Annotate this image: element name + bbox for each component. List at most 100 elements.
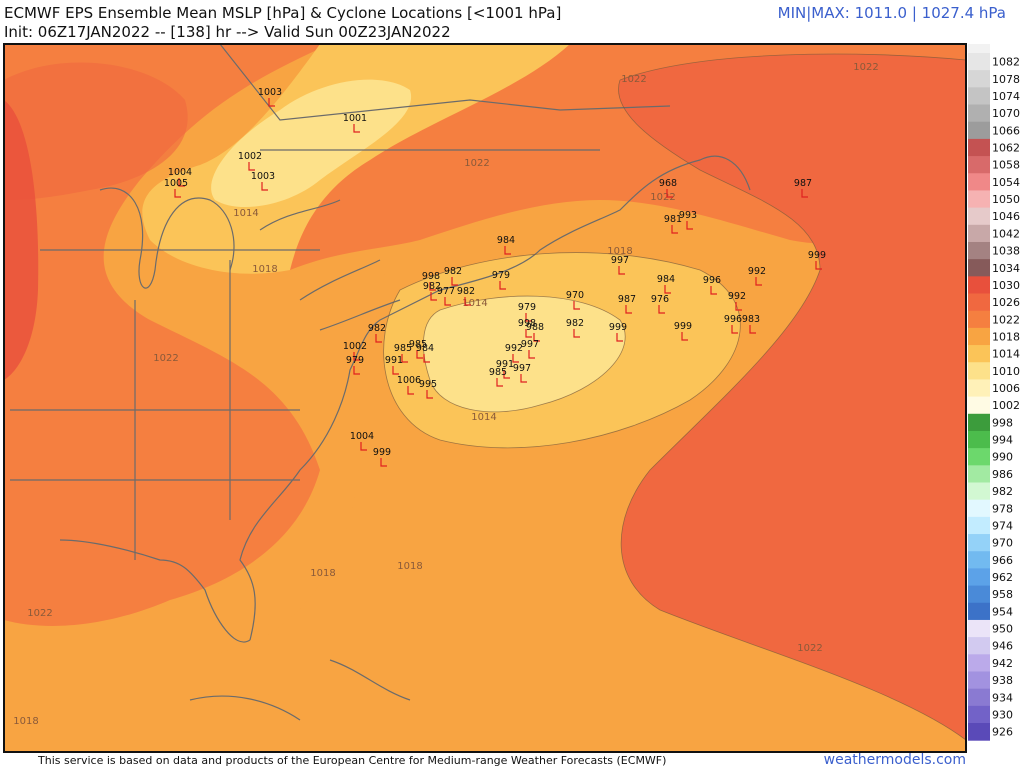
colorbar-swatch xyxy=(968,310,990,329)
colorbar-label: 1018 xyxy=(992,330,1020,343)
cyclone-marker xyxy=(731,325,738,334)
colorbar-label: 1026 xyxy=(992,296,1020,309)
colorbar-swatch xyxy=(968,448,990,466)
cyclone-marker xyxy=(261,182,268,191)
colorbar-swatch xyxy=(968,87,990,106)
contour-label: 1022 xyxy=(153,353,178,364)
colorbar-label: 1038 xyxy=(992,245,1020,258)
cyclone-pressure: 968 xyxy=(659,178,677,189)
colorbar-swatch xyxy=(968,723,990,741)
map-field xyxy=(4,44,966,752)
colorbar-label: 1062 xyxy=(992,141,1020,154)
colorbar-swatch xyxy=(968,430,990,449)
cyclone-marker xyxy=(429,282,436,291)
colorbar-label: 962 xyxy=(992,571,1013,584)
contour-label: 1022 xyxy=(464,158,489,169)
cyclone-pressure: 995 xyxy=(419,379,437,390)
cyclone-pressure: 985 xyxy=(394,343,412,354)
colorbar-swatch xyxy=(968,619,990,638)
cyclone-marker xyxy=(533,333,540,342)
cyclone-marker xyxy=(664,285,671,294)
cyclone-pressure: 982 xyxy=(566,318,584,329)
cyclone-pressure: 984 xyxy=(497,235,515,246)
cyclone-marker xyxy=(380,458,387,467)
cyclone-marker xyxy=(430,292,437,301)
colorbar-label: 926 xyxy=(992,726,1013,739)
cyclone-pressure: 999 xyxy=(674,321,692,332)
cyclone-marker xyxy=(423,354,430,363)
cyclone-pressure: 988 xyxy=(526,322,544,333)
colorbar-label: 942 xyxy=(992,657,1013,670)
field-1010-low xyxy=(423,296,626,412)
colorbar-swatch xyxy=(968,362,990,380)
colorbar-label: 1050 xyxy=(992,193,1020,206)
colorbar-swatch xyxy=(968,602,990,621)
min-max: MIN|MAX: 1011.0 | 1027.4 hPa xyxy=(778,4,1006,22)
colorbar-label: 1002 xyxy=(992,399,1020,412)
coastlines xyxy=(10,44,751,721)
cyclone-marker xyxy=(174,189,181,198)
cyclone-marker xyxy=(503,370,510,379)
isobars xyxy=(383,53,966,741)
cyclone-pressure: 981 xyxy=(664,214,682,225)
cyclone-marker xyxy=(686,221,693,230)
cyclone-pressure: 984 xyxy=(657,274,675,285)
colorbar-label: 1058 xyxy=(992,159,1020,172)
contour-label: 1022 xyxy=(853,62,878,73)
cyclone-pressure: 985 xyxy=(489,367,507,378)
colorbar-label: 974 xyxy=(992,519,1013,532)
colorbar-swatch xyxy=(968,585,990,604)
colorbar-swatch xyxy=(968,465,990,483)
cyclone-pressure: 992 xyxy=(505,343,523,354)
colorbar-label: 946 xyxy=(992,640,1013,653)
cyclone-pressure: 992 xyxy=(748,266,766,277)
colorbar-label: 970 xyxy=(992,537,1013,550)
colorbar-label: 958 xyxy=(992,588,1013,601)
map-frame xyxy=(3,43,967,753)
colorbar-swatch xyxy=(968,688,990,707)
cyclone-marker xyxy=(671,225,678,234)
colorbar-swatch xyxy=(968,138,990,157)
colorbar-swatch xyxy=(968,241,990,260)
cyclone-pressure: 1003 xyxy=(258,87,282,98)
cyclone-marker xyxy=(755,277,762,286)
cyclone-pressure: 1004 xyxy=(350,431,374,442)
cyclone-marker xyxy=(735,302,742,311)
cyclone-marker xyxy=(573,301,580,310)
cyclone-pressure: 991 xyxy=(385,355,403,366)
colorbar-label: 938 xyxy=(992,674,1013,687)
contour-label: 1022 xyxy=(650,192,675,203)
colorbar-label: 1078 xyxy=(992,73,1020,86)
contour-label: 1014 xyxy=(233,208,258,219)
colorbar-label: 994 xyxy=(992,434,1013,447)
colorbar-label: 1006 xyxy=(992,382,1020,395)
colorbar-swatch xyxy=(968,413,990,432)
cyclone-pressure: 985 xyxy=(409,339,427,350)
cyclone-pressure: 970 xyxy=(566,290,584,301)
cyclone-pressure: 1004 xyxy=(168,167,192,178)
cyclone-marker xyxy=(801,189,808,198)
cyclone-pressure: 1003 xyxy=(251,171,275,182)
cyclone-marker xyxy=(392,366,399,375)
cyclone-marker xyxy=(360,442,367,451)
colorbar-swatch xyxy=(968,637,990,655)
site-name[interactable]: weathermodels.com xyxy=(824,752,966,768)
cyclone-marker xyxy=(353,352,360,361)
colorbar-label: 1066 xyxy=(992,124,1020,137)
colorbar-label: 990 xyxy=(992,451,1013,464)
contour-label: 1022 xyxy=(797,643,822,654)
cyclone-pressure: 999 xyxy=(373,447,391,458)
cyclone-pressure: 1006 xyxy=(397,375,421,386)
cyclone-pressure: 999 xyxy=(808,250,826,261)
cyclone-marker xyxy=(528,350,535,359)
contour-label: 1018 xyxy=(607,246,632,257)
cyclone-pressure: 992 xyxy=(728,291,746,302)
cyclone-pressure: 997 xyxy=(611,255,629,266)
cyclone-pressure: 982 xyxy=(368,323,386,334)
cyclone-pressure: 997 xyxy=(521,339,539,350)
colorbar-label: 1074 xyxy=(992,90,1020,103)
contour-label: 1018 xyxy=(397,561,422,572)
colorbar-label: 1082 xyxy=(992,56,1020,69)
colorbar-label: 950 xyxy=(992,623,1013,636)
